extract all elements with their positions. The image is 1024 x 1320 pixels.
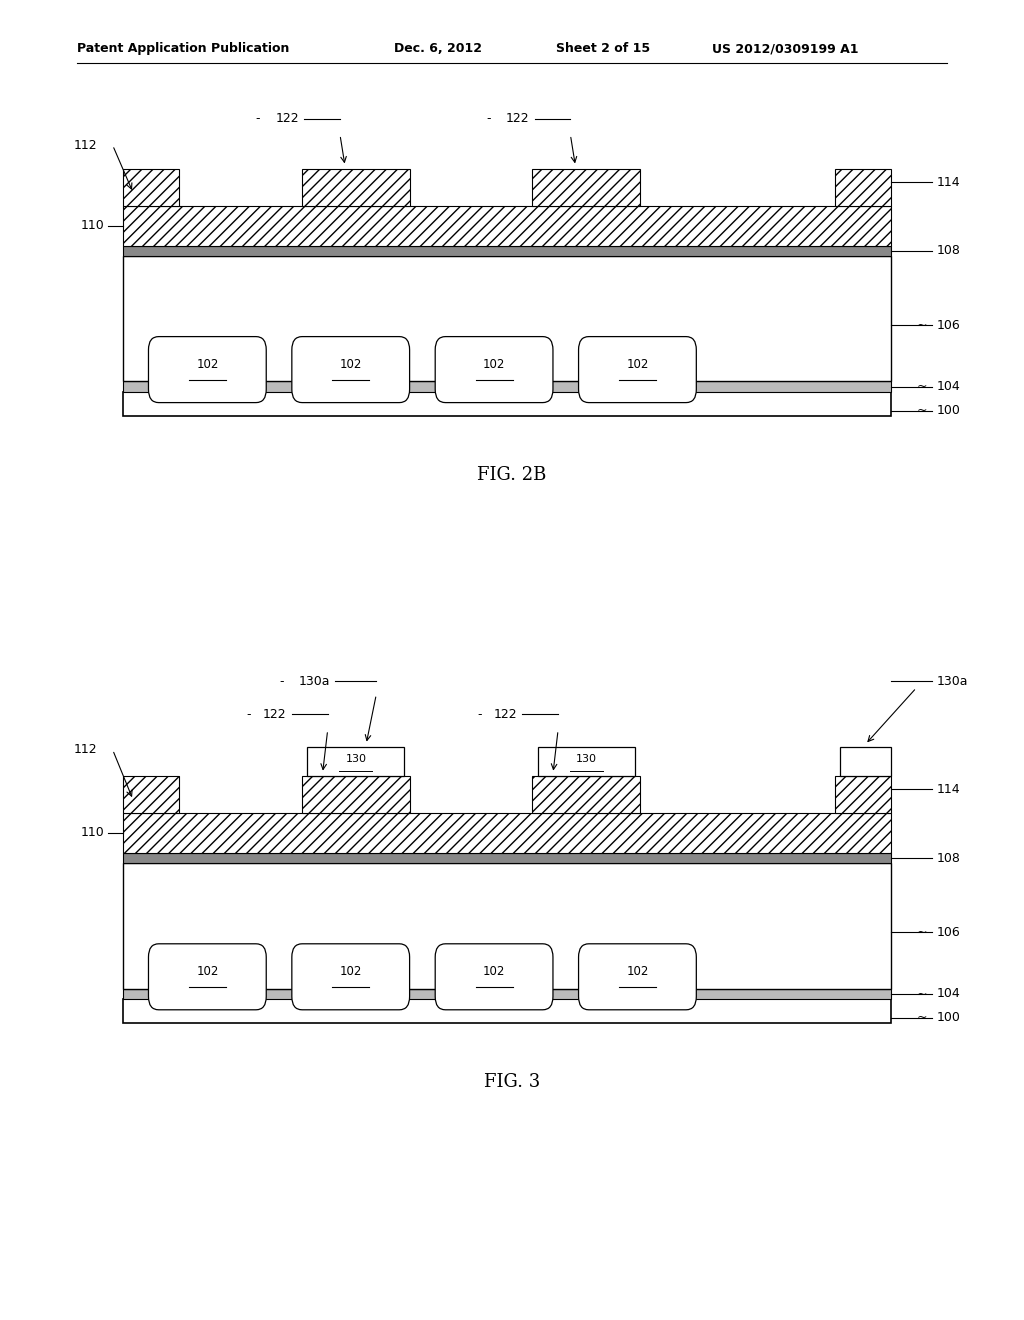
Text: FIG. 2B: FIG. 2B bbox=[477, 466, 547, 484]
Text: -: - bbox=[256, 112, 260, 125]
Text: 112: 112 bbox=[74, 139, 97, 152]
Text: 130: 130 bbox=[345, 754, 367, 764]
FancyBboxPatch shape bbox=[435, 337, 553, 403]
Bar bbox=[123, 813, 891, 853]
Text: ~: ~ bbox=[916, 318, 927, 331]
Text: 130a: 130a bbox=[937, 675, 969, 688]
Text: Patent Application Publication: Patent Application Publication bbox=[77, 42, 289, 55]
Bar bbox=[123, 999, 891, 1023]
Bar bbox=[123, 776, 179, 813]
Bar bbox=[302, 776, 410, 813]
Bar bbox=[302, 169, 410, 206]
Bar bbox=[123, 246, 891, 256]
Text: 102: 102 bbox=[483, 358, 505, 371]
Text: 108: 108 bbox=[937, 244, 961, 257]
Text: ~: ~ bbox=[916, 925, 927, 939]
Text: 102: 102 bbox=[340, 358, 361, 371]
Text: 114: 114 bbox=[937, 176, 961, 189]
FancyBboxPatch shape bbox=[579, 944, 696, 1010]
Text: 122: 122 bbox=[494, 708, 517, 721]
Text: 100: 100 bbox=[937, 404, 961, 417]
Text: Dec. 6, 2012: Dec. 6, 2012 bbox=[394, 42, 482, 55]
Bar bbox=[123, 853, 891, 863]
Text: 112: 112 bbox=[74, 743, 97, 756]
Text: 122: 122 bbox=[506, 112, 529, 125]
Text: US 2012/0309199 A1: US 2012/0309199 A1 bbox=[712, 42, 858, 55]
Text: 102: 102 bbox=[197, 965, 218, 978]
Text: FIG. 3: FIG. 3 bbox=[484, 1073, 540, 1092]
Bar bbox=[123, 989, 891, 999]
Text: 122: 122 bbox=[275, 112, 299, 125]
FancyBboxPatch shape bbox=[292, 337, 410, 403]
FancyBboxPatch shape bbox=[579, 337, 696, 403]
Bar bbox=[532, 169, 640, 206]
Text: ~: ~ bbox=[916, 1011, 927, 1024]
Text: 100: 100 bbox=[937, 1011, 961, 1024]
Text: 104: 104 bbox=[937, 987, 961, 1001]
Text: 104: 104 bbox=[937, 380, 961, 393]
Text: -: - bbox=[486, 112, 490, 125]
Bar bbox=[835, 776, 891, 813]
Text: -: - bbox=[280, 675, 285, 688]
Text: 110: 110 bbox=[81, 826, 104, 840]
Text: 102: 102 bbox=[197, 358, 218, 371]
Bar bbox=[123, 256, 891, 381]
FancyBboxPatch shape bbox=[148, 944, 266, 1010]
Bar bbox=[123, 392, 891, 416]
Text: 130a: 130a bbox=[299, 675, 330, 688]
Bar bbox=[835, 169, 891, 206]
Text: -: - bbox=[477, 708, 481, 721]
Text: 110: 110 bbox=[81, 219, 104, 232]
Text: 102: 102 bbox=[627, 358, 648, 371]
Bar bbox=[123, 169, 179, 206]
FancyBboxPatch shape bbox=[435, 944, 553, 1010]
Bar bbox=[123, 206, 891, 246]
Bar bbox=[307, 747, 404, 776]
Text: 102: 102 bbox=[340, 965, 361, 978]
Text: 102: 102 bbox=[483, 965, 505, 978]
Text: ~: ~ bbox=[916, 380, 927, 393]
Bar bbox=[538, 747, 635, 776]
Text: 122: 122 bbox=[263, 708, 287, 721]
FancyBboxPatch shape bbox=[148, 337, 266, 403]
Text: 102: 102 bbox=[627, 965, 648, 978]
Text: ~: ~ bbox=[916, 987, 927, 1001]
Text: 130: 130 bbox=[575, 754, 597, 764]
Text: 108: 108 bbox=[937, 851, 961, 865]
Text: 114: 114 bbox=[937, 783, 961, 796]
Bar bbox=[532, 776, 640, 813]
Text: -: - bbox=[247, 708, 251, 721]
FancyBboxPatch shape bbox=[292, 944, 410, 1010]
Text: 106: 106 bbox=[937, 925, 961, 939]
Bar bbox=[840, 747, 891, 776]
Text: ~: ~ bbox=[916, 404, 927, 417]
Text: 106: 106 bbox=[937, 318, 961, 331]
Bar bbox=[123, 381, 891, 392]
Text: Sheet 2 of 15: Sheet 2 of 15 bbox=[556, 42, 650, 55]
Bar bbox=[123, 863, 891, 989]
